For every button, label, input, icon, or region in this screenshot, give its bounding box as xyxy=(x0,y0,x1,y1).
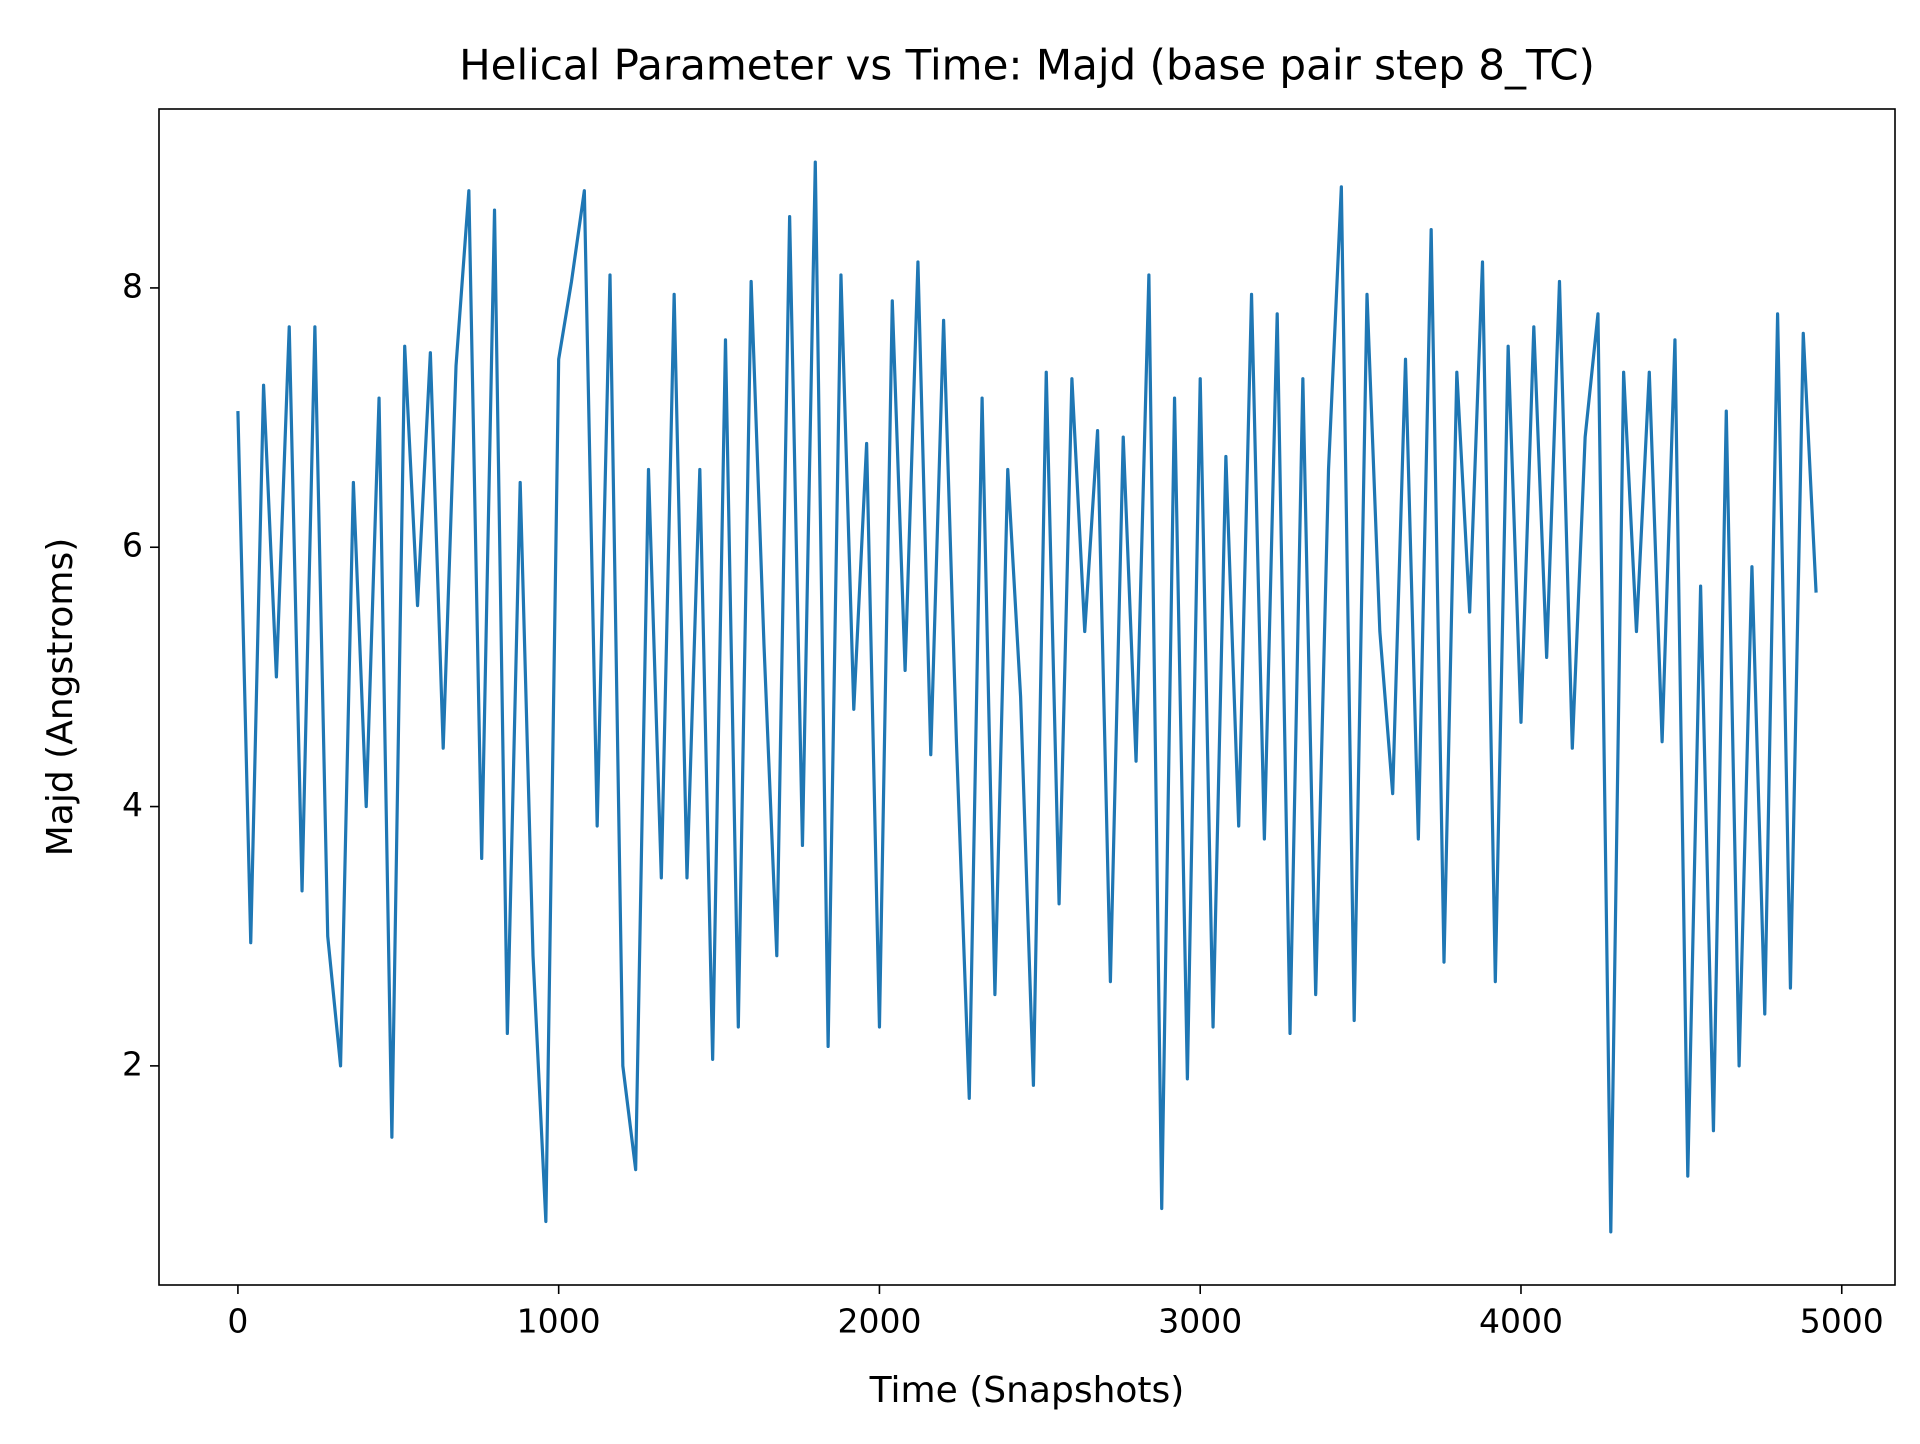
y-tick-label: 2 xyxy=(122,1044,143,1083)
data-line xyxy=(236,160,1818,1234)
y-tick-label: 8 xyxy=(122,266,143,305)
x-tick-label: 3000 xyxy=(1158,1302,1242,1341)
x-tick-label: 2000 xyxy=(837,1302,921,1341)
x-tick-label: 4000 xyxy=(1479,1302,1563,1341)
y-axis-label: Majd (Angstroms) xyxy=(40,538,81,857)
x-tick-label: 0 xyxy=(227,1302,248,1341)
y-tick-label: 4 xyxy=(122,785,143,824)
x-tick-label: 1000 xyxy=(517,1302,601,1341)
chart-title: Helical Parameter vs Time: Majd (base pa… xyxy=(459,41,1595,90)
x-axis-label: Time (Snapshots) xyxy=(869,1370,1185,1411)
y-tick-label: 6 xyxy=(122,526,143,565)
x-tick-label: 5000 xyxy=(1800,1302,1884,1341)
plot-frame xyxy=(158,108,1896,1286)
